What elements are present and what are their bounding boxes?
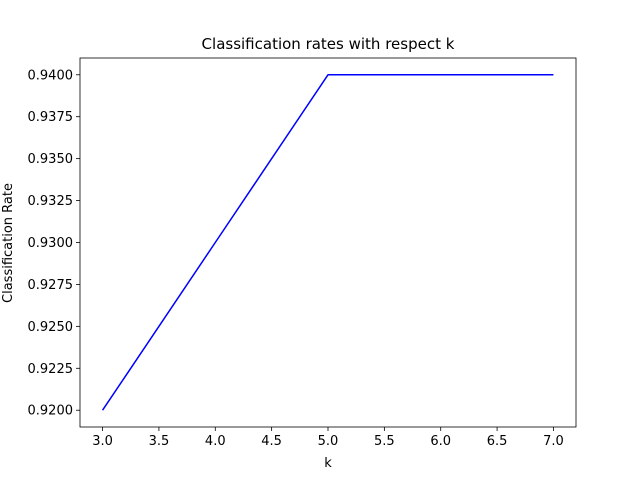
- x-tick-label: 3.5: [149, 434, 170, 449]
- chart-title: Classification rates with respect k: [202, 35, 455, 53]
- y-axis-label: Classification Rate: [1, 183, 16, 303]
- y-tick-label: 0.9200: [28, 404, 74, 419]
- x-tick-label: 5.5: [374, 434, 395, 449]
- y-tick-label: 0.9350: [28, 152, 74, 167]
- x-tick-label: 3.0: [92, 434, 113, 449]
- x-tick-label: 4.5: [261, 434, 282, 449]
- y-tick-label: 0.9225: [28, 362, 74, 377]
- x-axis-label: k: [324, 456, 332, 471]
- y-tick-label: 0.9300: [28, 236, 74, 251]
- x-tick-label: 5.0: [318, 434, 339, 449]
- x-tick-label: 6.5: [487, 434, 508, 449]
- y-tick-label: 0.9400: [28, 68, 74, 83]
- series-line-0: [101, 74, 554, 411]
- plot-area: 3.0 3.5 4.0 4.5 5.0 5.5 6.0 6.5 7.0 0.9200 0.9225 0…: [28, 57, 577, 449]
- y-tick-label: 0.9325: [28, 194, 74, 209]
- x-tick-label: 7.0: [543, 434, 564, 449]
- x-tick-label: 6.0: [430, 434, 451, 449]
- x-tick-label: 4.0: [205, 434, 226, 449]
- y-tick-label: 0.9250: [28, 320, 74, 335]
- y-tick-label: 0.9275: [28, 278, 74, 293]
- y-tick-label: 0.9375: [28, 110, 74, 125]
